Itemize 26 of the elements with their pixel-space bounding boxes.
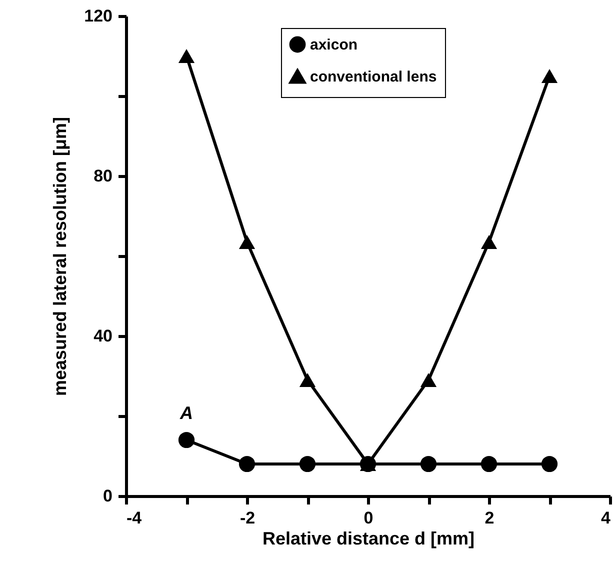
y-axis-title: measured lateral resolution [μm] xyxy=(50,116,70,396)
y-tick-label: 0 xyxy=(103,486,112,506)
x-tick-label: -4 xyxy=(126,508,142,528)
y-tick-label: 120 xyxy=(84,6,112,26)
point xyxy=(299,456,316,472)
legend-label: axicon xyxy=(310,36,358,54)
x-tick-label: 4 xyxy=(601,508,612,528)
x-axis-title: Relative distance d [mm] xyxy=(262,528,475,548)
point xyxy=(480,456,498,472)
point xyxy=(541,456,558,472)
y-tick-label: 80 xyxy=(94,166,112,186)
point xyxy=(480,235,498,249)
point xyxy=(238,235,256,249)
x-tick-label: 2 xyxy=(484,508,494,528)
point xyxy=(299,373,316,387)
point xyxy=(420,456,437,472)
point xyxy=(420,373,437,387)
x-tick-label: -2 xyxy=(240,508,256,528)
legend-label: conventional lens xyxy=(310,68,437,86)
point xyxy=(541,69,558,83)
point xyxy=(178,432,195,448)
point xyxy=(178,49,195,63)
x-tick-label: 0 xyxy=(364,508,374,528)
point xyxy=(238,456,256,472)
y-tick-label: 40 xyxy=(94,326,112,346)
annotation: A xyxy=(179,403,193,423)
